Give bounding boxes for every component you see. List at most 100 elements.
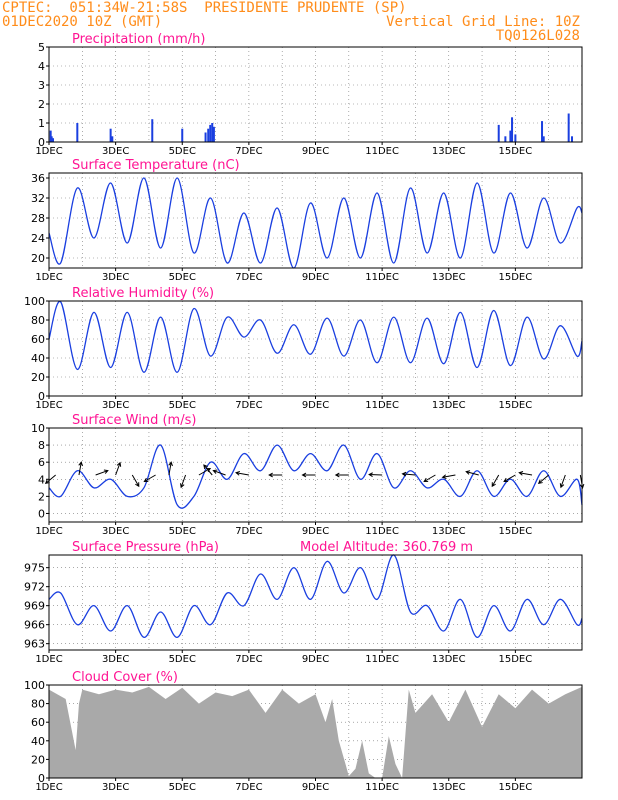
y-tick-label: 20 bbox=[31, 753, 45, 766]
x-tick-label: 7DEC bbox=[235, 400, 262, 411]
wind-arrow bbox=[268, 472, 283, 478]
wind-arrow bbox=[465, 470, 479, 476]
wind-arrow bbox=[212, 469, 226, 476]
precip-bar bbox=[209, 124, 212, 142]
x-tick-label: 9DEC bbox=[302, 400, 329, 411]
x-tick-label: 11DEC bbox=[365, 146, 399, 157]
precip-bar bbox=[542, 136, 545, 142]
y-tick-label: 20 bbox=[31, 371, 45, 384]
wind-arrow bbox=[518, 470, 533, 476]
precip-bar bbox=[511, 117, 514, 142]
wind-arrow bbox=[131, 474, 140, 488]
panel-title: Surface Wind (m/s) bbox=[72, 413, 196, 428]
y-tick-label: 100 bbox=[24, 679, 45, 692]
panel-5: 0 20 40 60 80 100 1DEC 3DEC 5DEC 7DEC 9DEC 11DEC 13D… bbox=[24, 670, 583, 793]
cloud-cover-area bbox=[49, 686, 582, 778]
y-tick-label: 20 bbox=[31, 252, 45, 265]
y-tick-label: 0 bbox=[38, 507, 45, 520]
y-tick-label: 2 bbox=[38, 98, 45, 111]
y-tick-label: 1 bbox=[38, 117, 45, 130]
header-model-code: TQ0126L028 bbox=[495, 28, 580, 44]
y-tick-label: 966 bbox=[24, 619, 45, 632]
y-tick-label: 36 bbox=[31, 172, 45, 185]
series-line-3 bbox=[48, 444, 583, 509]
wind-arrow bbox=[180, 474, 187, 489]
y-tick-label: 963 bbox=[24, 638, 45, 651]
x-tick-label: 13DEC bbox=[432, 654, 466, 665]
y-tick-label: 60 bbox=[31, 333, 45, 346]
y-tick-label: 4 bbox=[38, 60, 45, 73]
precip-bar bbox=[541, 121, 544, 142]
wind-arrow bbox=[491, 474, 500, 488]
x-tick-label: 13DEC bbox=[432, 400, 466, 411]
wind-arrow bbox=[168, 461, 173, 476]
wind-arrow bbox=[401, 471, 416, 477]
x-tick-label: 5DEC bbox=[169, 400, 196, 411]
x-tick-label: 15DEC bbox=[499, 526, 533, 537]
precip-bar bbox=[50, 136, 53, 142]
wind-arrow bbox=[503, 474, 516, 483]
y-tick-label: 80 bbox=[31, 314, 45, 327]
y-tick-label: 40 bbox=[31, 352, 45, 365]
wind-arrow bbox=[235, 470, 249, 476]
x-tick-label: 3DEC bbox=[102, 146, 129, 157]
x-tick-label: 7DEC bbox=[235, 782, 262, 793]
precip-bar bbox=[211, 123, 214, 142]
x-tick-label: 5DEC bbox=[169, 654, 196, 665]
x-tick-label: 13DEC bbox=[432, 272, 466, 283]
y-tick-label: 40 bbox=[31, 735, 45, 748]
y-tick-label: 6 bbox=[38, 456, 45, 469]
x-tick-label: 11DEC bbox=[365, 272, 399, 283]
precip-bar bbox=[514, 134, 517, 142]
panel-0: 0 1 2 3 4 5 1DEC 3DEC 5DEC 7DEC 9DEC 11DEC 13DEC 15DE… bbox=[35, 32, 583, 157]
x-tick-label: 15DEC bbox=[499, 400, 533, 411]
x-tick-label: 1DEC bbox=[35, 400, 62, 411]
series-line-4 bbox=[48, 554, 583, 638]
wind-arrow bbox=[95, 469, 109, 476]
panel-2: 0 20 40 60 80 100 1DEC 3DEC 5DEC 7DEC 9DEC 11DEC 13D… bbox=[24, 286, 583, 411]
x-tick-label: 1DEC bbox=[35, 146, 62, 157]
precip-bar bbox=[504, 136, 507, 142]
x-tick-label: 15DEC bbox=[499, 146, 533, 157]
panel-annotation: Model Altitude: 360.769 m bbox=[300, 540, 473, 555]
y-tick-label: 5 bbox=[38, 41, 45, 54]
x-tick-label: 15DEC bbox=[499, 272, 533, 283]
wind-arrow bbox=[537, 474, 550, 485]
x-tick-label: 1DEC bbox=[35, 272, 62, 283]
precip-bar bbox=[109, 128, 112, 142]
x-tick-label: 13DEC bbox=[432, 782, 466, 793]
x-tick-label: 7DEC bbox=[235, 654, 262, 665]
x-tick-label: 3DEC bbox=[102, 654, 129, 665]
x-tick-label: 7DEC bbox=[235, 526, 262, 537]
precip-bar bbox=[204, 132, 207, 142]
x-tick-label: 7DEC bbox=[235, 272, 262, 283]
y-tick-label: 0 bbox=[38, 772, 45, 785]
y-tick-label: 8 bbox=[38, 439, 45, 452]
wind-arrow bbox=[143, 474, 156, 483]
panel-3: 0 2 4 6 8 10 1DEC 3DEC 5DEC 7DEC 9DEC 11DEC 13DEC 15D… bbox=[31, 413, 585, 537]
x-tick-label: 9DEC bbox=[302, 146, 329, 157]
x-tick-label: 5DEC bbox=[169, 146, 196, 157]
precip-bar bbox=[207, 128, 210, 142]
x-tick-label: 3DEC bbox=[102, 526, 129, 537]
header-station: CPTEC: 051:34W-21:58S PRESIDENTE PRUDENT… bbox=[2, 0, 407, 16]
y-tick-label: 2 bbox=[38, 490, 45, 503]
wind-arrow bbox=[441, 474, 456, 480]
wind-arrow bbox=[559, 474, 566, 489]
series-line-2 bbox=[48, 301, 583, 373]
x-tick-label: 1DEC bbox=[35, 526, 62, 537]
x-tick-label: 9DEC bbox=[302, 526, 329, 537]
wind-arrow bbox=[423, 474, 436, 483]
wind-arrow bbox=[301, 472, 316, 478]
y-tick-label: 972 bbox=[24, 581, 45, 594]
y-tick-label: 60 bbox=[31, 716, 45, 729]
x-tick-label: 9DEC bbox=[302, 782, 329, 793]
x-tick-label: 5DEC bbox=[169, 272, 196, 283]
x-tick-label: 15DEC bbox=[499, 654, 533, 665]
x-tick-label: 1DEC bbox=[35, 782, 62, 793]
wind-arrow bbox=[115, 461, 122, 476]
x-tick-label: 11DEC bbox=[365, 782, 399, 793]
x-tick-label: 11DEC bbox=[365, 400, 399, 411]
precip-bar bbox=[567, 113, 570, 142]
